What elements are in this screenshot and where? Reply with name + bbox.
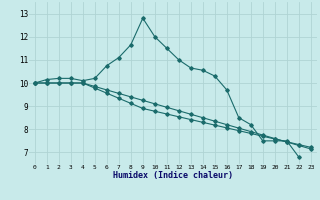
X-axis label: Humidex (Indice chaleur): Humidex (Indice chaleur) [113,171,233,180]
